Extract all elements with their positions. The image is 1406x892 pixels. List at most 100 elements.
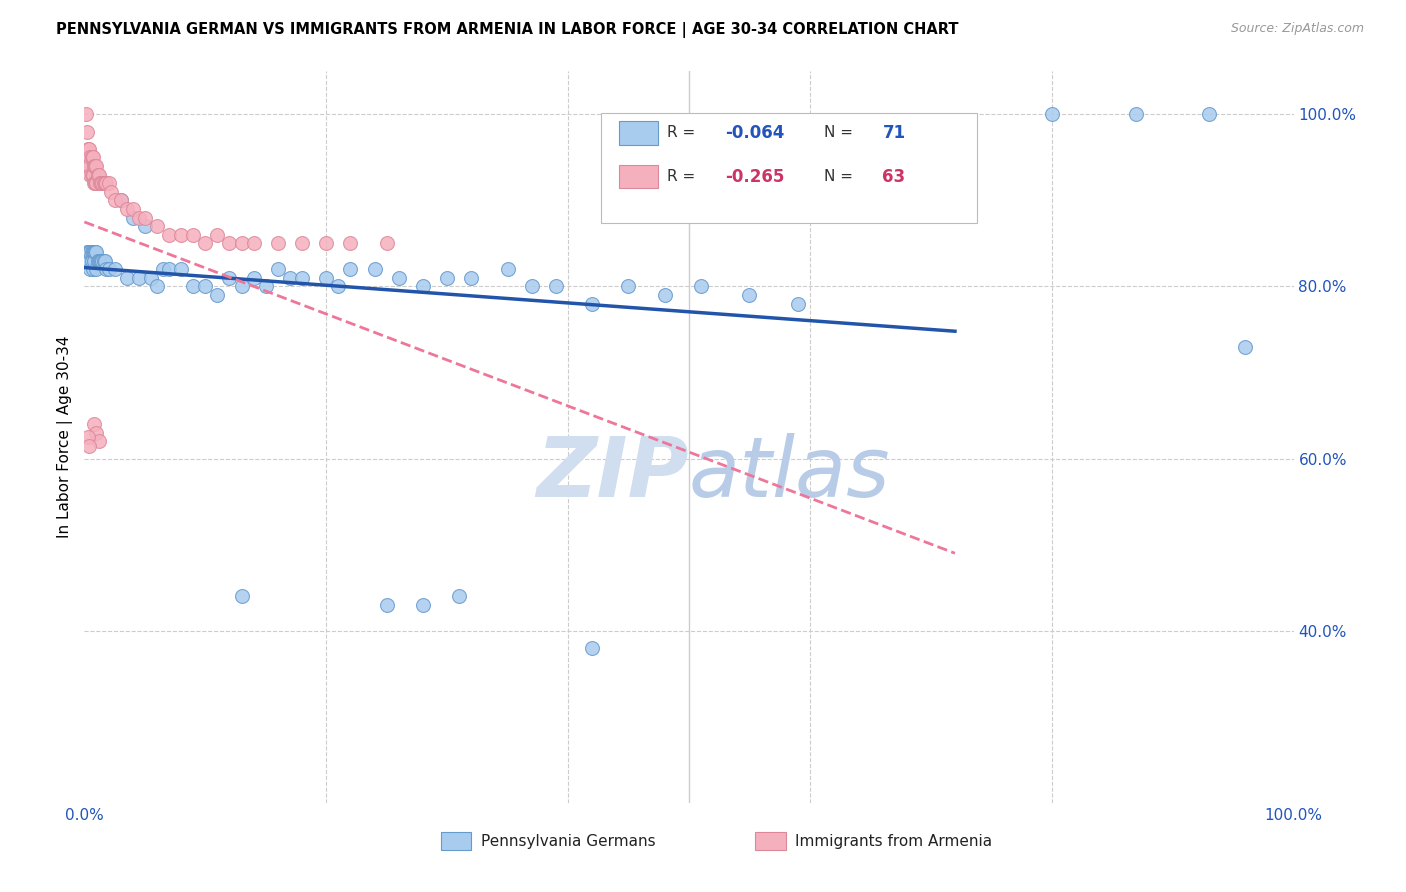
- Bar: [755, 832, 786, 850]
- Point: [207, 227, 229, 242]
- Point: [83, 253, 105, 268]
- Point: [110, 194, 132, 208]
- Point: [194, 236, 217, 251]
- Point: [82, 168, 104, 182]
- Point: [80, 245, 103, 260]
- Point: [82, 262, 104, 277]
- Point: [170, 227, 193, 242]
- Point: [77, 439, 100, 453]
- Point: [97, 176, 120, 190]
- Point: [83, 245, 105, 260]
- Point: [86, 168, 108, 182]
- Point: [157, 262, 180, 277]
- Point: [84, 245, 107, 260]
- Text: Pennsylvania Germans: Pennsylvania Germans: [481, 834, 655, 849]
- Point: [82, 150, 104, 164]
- Point: [84, 176, 107, 190]
- Point: [86, 425, 108, 440]
- FancyBboxPatch shape: [600, 113, 977, 224]
- Point: [134, 219, 156, 234]
- Text: 63: 63: [883, 168, 905, 186]
- Point: [449, 589, 471, 603]
- Point: [267, 262, 290, 277]
- Point: [86, 262, 108, 277]
- Point: [104, 194, 127, 208]
- Point: [134, 211, 156, 225]
- Point: [77, 159, 100, 173]
- Point: [278, 271, 301, 285]
- Point: [89, 253, 111, 268]
- Point: [79, 150, 101, 164]
- Point: [82, 245, 104, 260]
- Point: [207, 288, 229, 302]
- Point: [87, 168, 110, 182]
- Point: [115, 202, 138, 216]
- Point: [121, 211, 143, 225]
- Point: [87, 434, 110, 449]
- Point: [90, 176, 112, 190]
- Point: [76, 125, 98, 139]
- Point: [654, 288, 676, 302]
- Point: [87, 253, 110, 268]
- Y-axis label: In Labor Force | Age 30-34: In Labor Force | Age 30-34: [58, 335, 73, 539]
- Point: [75, 107, 97, 121]
- Point: [94, 262, 117, 277]
- Point: [315, 236, 337, 251]
- Point: [786, 296, 808, 310]
- Point: [157, 227, 180, 242]
- Point: [104, 262, 127, 277]
- Point: [115, 271, 138, 285]
- Point: [110, 194, 132, 208]
- Point: [93, 176, 115, 190]
- Point: [121, 202, 143, 216]
- Point: [80, 150, 103, 164]
- Point: [581, 640, 603, 655]
- Point: [77, 142, 100, 156]
- Point: [86, 253, 108, 268]
- Point: [84, 159, 107, 173]
- Point: [79, 168, 101, 182]
- Point: [77, 253, 100, 268]
- Point: [76, 245, 98, 260]
- Point: [83, 159, 105, 173]
- Text: ZIP: ZIP: [536, 434, 689, 514]
- Point: [363, 262, 385, 277]
- Point: [375, 236, 398, 251]
- Point: [291, 236, 314, 251]
- Point: [231, 236, 253, 251]
- Point: [231, 589, 253, 603]
- Point: [181, 227, 204, 242]
- Point: [267, 236, 290, 251]
- Point: [738, 288, 761, 302]
- Point: [388, 271, 411, 285]
- Point: [242, 271, 264, 285]
- Point: [79, 262, 101, 277]
- Point: [1040, 107, 1063, 121]
- Point: [581, 296, 603, 310]
- Point: [181, 279, 204, 293]
- Point: [152, 262, 174, 277]
- Point: [94, 176, 117, 190]
- Point: [94, 253, 117, 268]
- Point: [128, 211, 150, 225]
- Point: [80, 168, 103, 182]
- Point: [1234, 340, 1257, 354]
- Point: [83, 176, 105, 190]
- Point: [77, 159, 100, 173]
- Point: [86, 245, 108, 260]
- Point: [218, 236, 240, 251]
- Point: [86, 159, 108, 173]
- Text: N =: N =: [824, 169, 853, 184]
- Point: [80, 253, 103, 268]
- Point: [76, 150, 98, 164]
- Point: [339, 262, 361, 277]
- Point: [97, 262, 120, 277]
- Point: [436, 271, 458, 285]
- Point: [460, 271, 482, 285]
- Point: [91, 176, 114, 190]
- Point: [86, 176, 108, 190]
- Point: [77, 245, 100, 260]
- Text: -0.265: -0.265: [725, 168, 785, 186]
- Point: [146, 219, 169, 234]
- Point: [79, 245, 101, 260]
